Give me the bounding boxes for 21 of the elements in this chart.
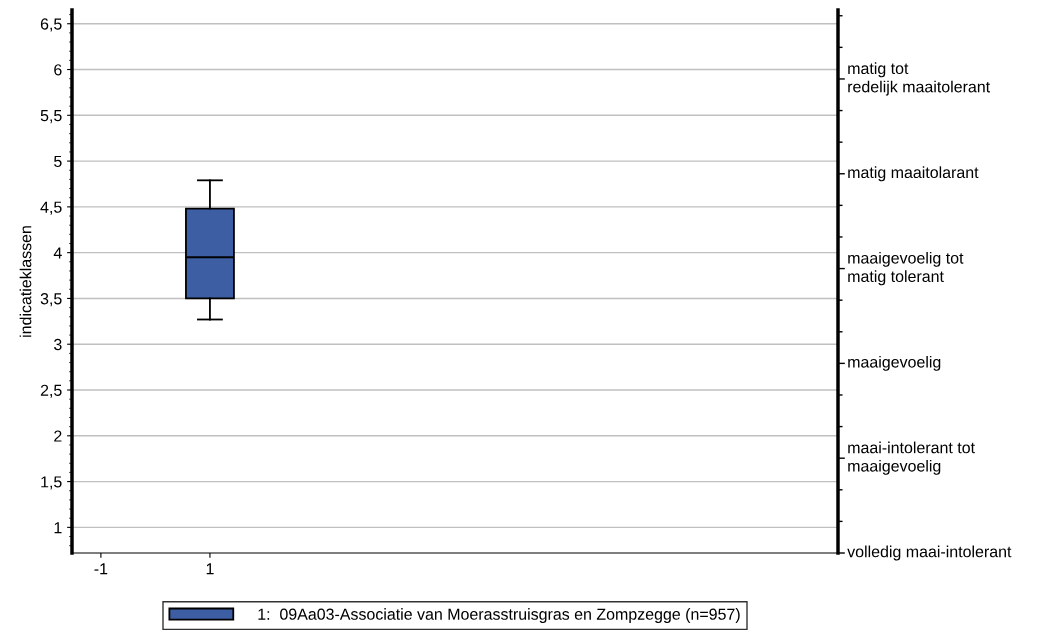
y-tick-label: 6,5: [40, 18, 62, 32]
y-tick-label: 4: [53, 247, 62, 259]
y-tick-label: 5,5: [40, 110, 62, 124]
text: maai-intolerant tot maaigevoelig: [848, 441, 975, 475]
y-tick-label: 5: [54, 155, 62, 168]
x-tick-label: -1: [94, 563, 108, 575]
y-tick-label: 3,5: [40, 293, 62, 307]
text: volledig maai-intolerant: [847, 545, 1012, 561]
y-tick-label: 1: [54, 522, 62, 534]
y-axis-title: indicatieklassen: [19, 226, 32, 337]
y-tick-label: 2: [54, 430, 62, 442]
legend-label: 1: 09Aa03-Associatie van Moerasstruisgras en Zompzegge (n=957): [258, 608, 740, 623]
y-tick-label: 6: [54, 64, 62, 76]
text: matig maaitolarant: [848, 166, 979, 182]
y-tick-label: 4,5: [40, 201, 62, 215]
y-tick-label: 2,5: [40, 384, 62, 398]
text: maaigevoelig: [848, 355, 941, 371]
text: maaigevoelig tot matig tolerant: [848, 251, 964, 286]
y-tick-label: 1,5: [41, 476, 62, 490]
y-tick-label: 3: [54, 338, 62, 351]
text: matig tot redelijk maaitolerant: [848, 62, 991, 96]
